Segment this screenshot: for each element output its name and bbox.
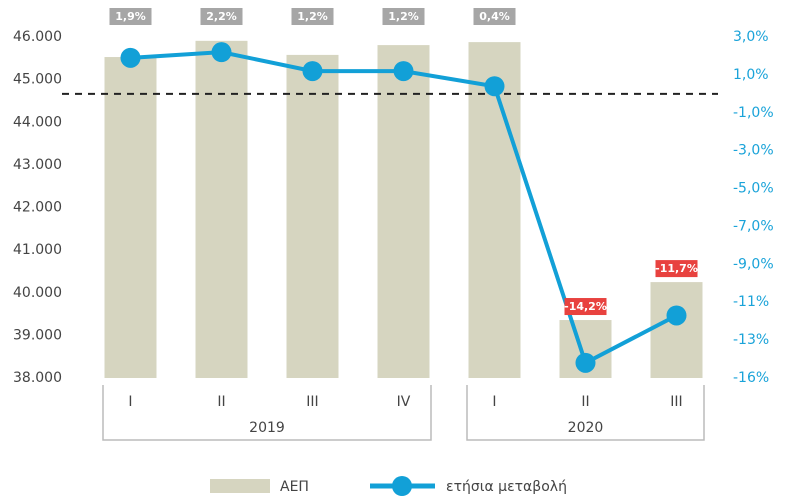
bar [650, 282, 703, 378]
y-tick-label: 40.000 [13, 285, 62, 301]
value-label-box [564, 298, 607, 316]
x-tick-label: IV [397, 394, 411, 410]
y2-tick-label: -11% [733, 294, 769, 310]
y2-tick-label: -7,0% [733, 218, 774, 234]
value-label: 1,2% [388, 10, 419, 23]
x-tick-label: II [217, 394, 225, 410]
legend-swatch [210, 479, 270, 493]
group-bracket [466, 385, 705, 441]
value-label: -14,2% [564, 300, 607, 313]
group-bracket [102, 385, 432, 441]
x-tick-label: III [670, 394, 682, 410]
y2-tick-label: -5,0% [733, 181, 774, 197]
bar [468, 42, 521, 379]
value-label-box [473, 8, 516, 25]
value-label: -11,7% [655, 262, 698, 275]
y-tick-label: 39.000 [13, 327, 62, 343]
value-label: 0,4% [479, 10, 510, 23]
y2-tick-label: 3,0% [733, 29, 769, 45]
x-tick-label: III [306, 394, 318, 410]
y-tick-label: 45.000 [13, 72, 62, 88]
value-label: 1,2% [297, 10, 328, 23]
value-label-box [655, 260, 698, 278]
y-tick-label: 41.000 [13, 242, 62, 258]
value-label-box [291, 8, 334, 25]
line-point [484, 76, 505, 97]
line-point [575, 352, 596, 373]
bar [377, 45, 430, 378]
line-point [666, 305, 687, 326]
y2-tick-label: 1,0% [733, 67, 769, 83]
value-label-box [200, 8, 243, 25]
bar [286, 54, 339, 379]
value-label-box [382, 8, 425, 25]
y2-tick-label: -3,0% [733, 143, 774, 159]
y-tick-label: 42.000 [13, 200, 62, 216]
group-label: 2020 [568, 420, 604, 436]
y-tick-label: 44.000 [13, 114, 62, 130]
x-tick-label: I [128, 394, 132, 410]
line-point [120, 47, 141, 68]
y-tick-label: 38.000 [13, 370, 62, 386]
y2-tick-label: -1,0% [733, 105, 774, 121]
y-tick-label: 46.000 [13, 29, 62, 45]
line-point [393, 61, 414, 82]
x-tick-label: II [581, 394, 589, 410]
value-label-box [109, 8, 152, 25]
legend-label: ετήσια μεταβολή [446, 479, 567, 495]
value-label: 2,2% [206, 10, 237, 23]
line-point [302, 61, 323, 82]
line-point [211, 42, 232, 63]
y-tick-label: 43.000 [13, 157, 62, 173]
y2-tick-label: -9,0% [733, 256, 774, 272]
group-label: 2019 [249, 420, 285, 436]
value-label: 1,9% [115, 10, 146, 23]
bar [195, 40, 248, 379]
x-tick-label: I [492, 394, 496, 410]
legend-swatch [392, 476, 412, 496]
bar [104, 57, 157, 378]
y2-tick-label: -16% [733, 370, 769, 386]
legend-label: ΑΕΠ [280, 479, 309, 495]
y2-tick-label: -13% [733, 332, 769, 348]
